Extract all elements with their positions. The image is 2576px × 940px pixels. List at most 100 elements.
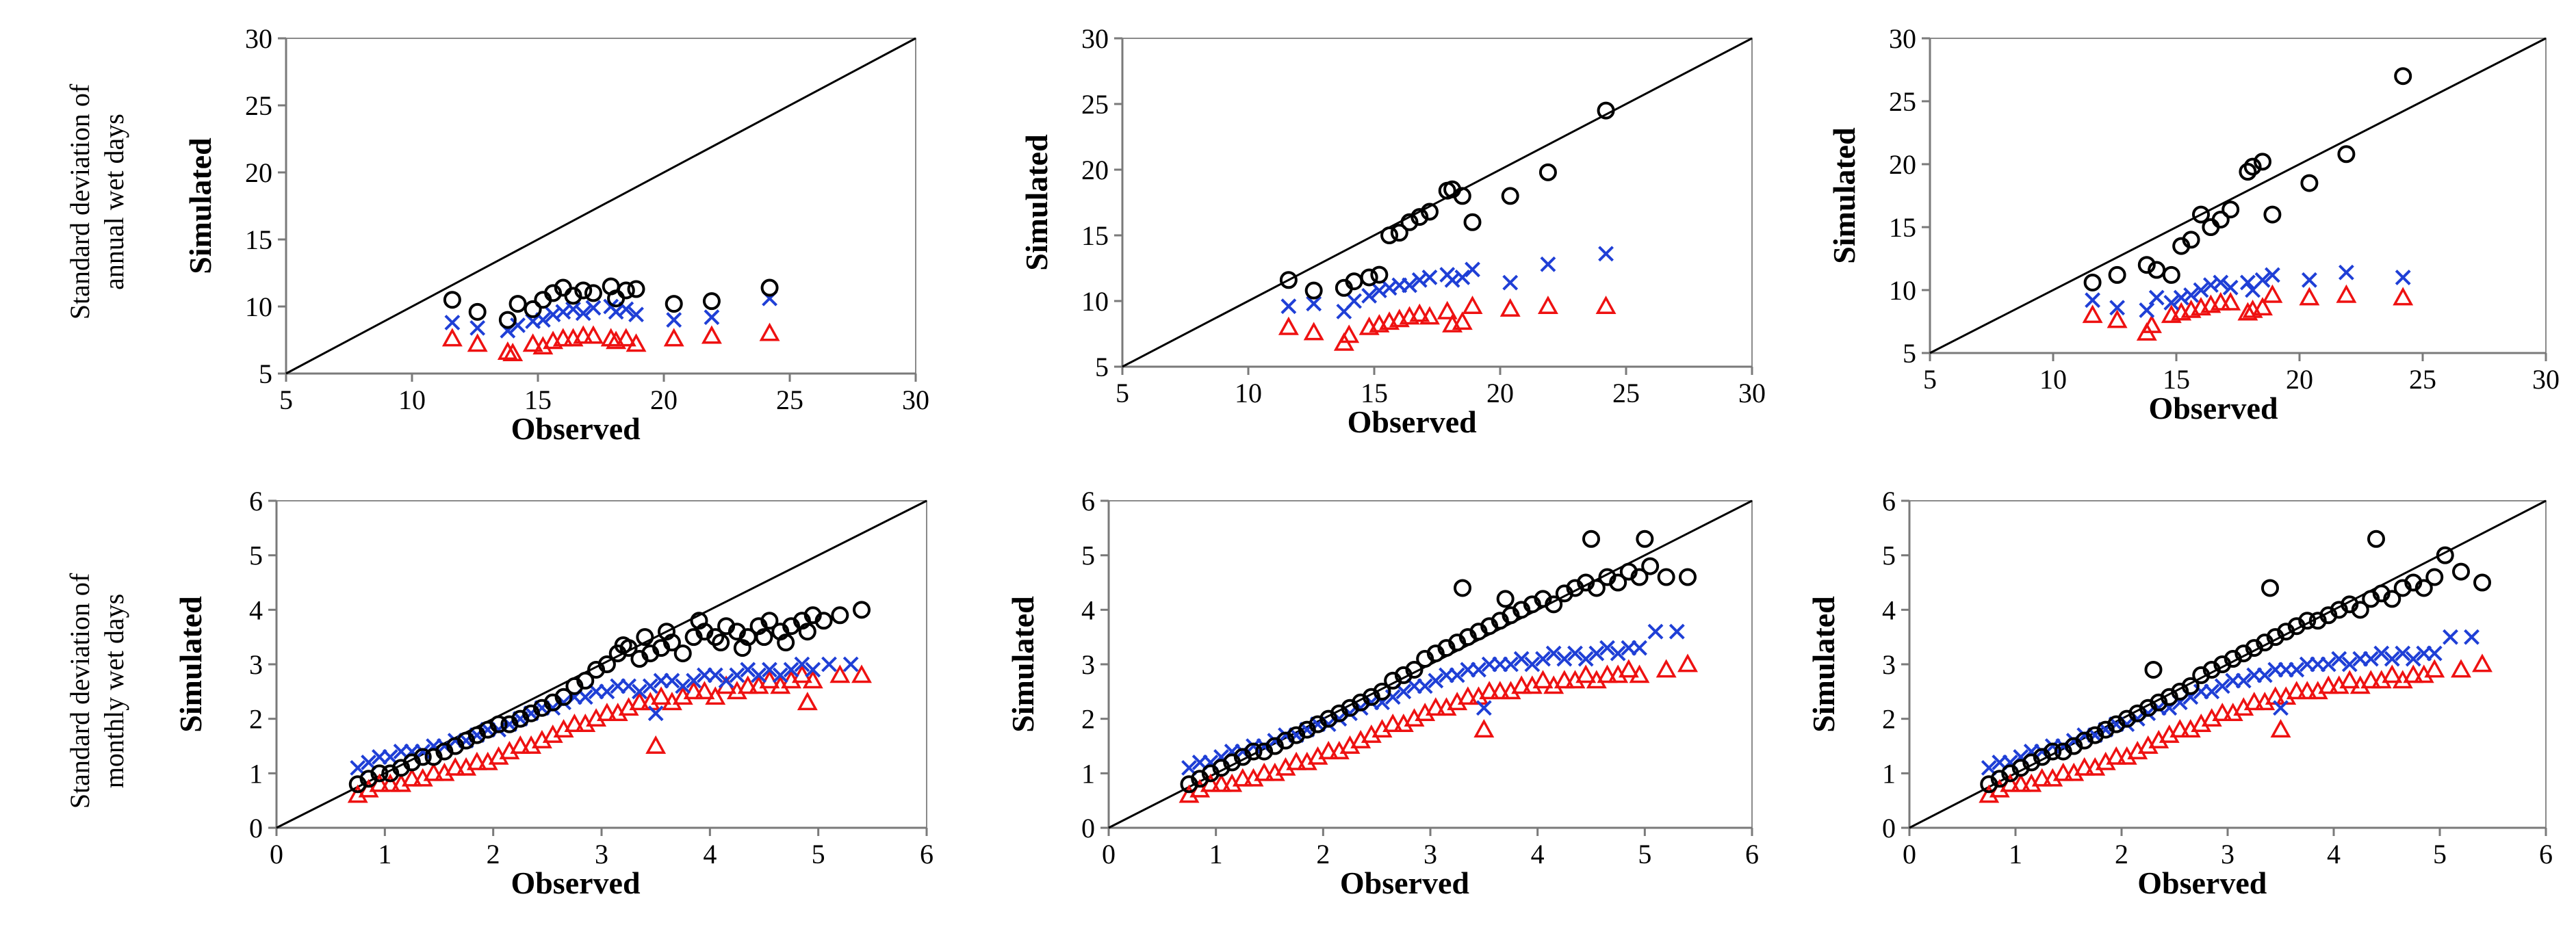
triangle-point [2339,670,2360,689]
cross-point [382,749,398,765]
cross-point [2331,651,2347,667]
cross-point [1503,656,1519,673]
x-tick-label: 10 [2039,364,2067,395]
circle-point [760,612,779,630]
triangle-point [1254,762,1275,781]
x-axis-title: Observed [1348,404,1478,439]
cross-point [842,656,859,673]
cross-point [632,683,647,700]
cross-point [2085,292,2101,309]
triangle-point [596,703,617,722]
triangle-point [2472,653,2493,673]
series-triangle [1278,296,1617,351]
circle-point [1501,187,1519,205]
circle-point [2367,530,2385,548]
y-tick-label: 25 [1889,86,1916,117]
triangle-point [2424,659,2445,678]
circle-point [1587,579,1606,597]
cross-point [2163,294,2180,311]
x-tick-label: 25 [2409,364,2436,395]
cross-point [1402,277,1417,293]
circle-point [733,639,751,657]
cross-point [1556,651,1573,667]
circle-point [690,612,708,630]
y-tick-label: 25 [245,90,272,121]
cross-point [1577,651,1594,667]
triangle-point [1554,670,1575,689]
panels-container: 5 10 15 20 25 3051015202530ObservedSimulated5… [173,23,2560,900]
circle-point [2337,145,2356,164]
x-tick-label: 5 [1638,839,1651,870]
x-tick-label: 3 [1424,839,1437,870]
x-tick-label: 20 [1486,378,1514,408]
cross-point [794,656,810,673]
x-tick-label: 1 [1209,839,1223,870]
circle-point [2254,153,2271,171]
circle-point [1641,557,1660,575]
triangle-point [2382,664,2403,683]
cross-point [1567,645,1583,662]
cross-point [2239,274,2256,291]
cross-point [361,754,376,770]
cross-point [2109,300,2126,316]
triangle-point [1409,303,1430,322]
y-tick-label: 5 [1081,540,1095,571]
triangle-point [1303,322,1324,341]
series-circle [348,601,871,794]
cross-point [1535,651,1551,667]
circle-point [2243,157,2262,176]
y-tick-label: 10 [1081,286,1109,317]
triangle-point [1656,659,1677,678]
y-tick-label: 4 [1081,595,1095,625]
series-triangle [441,322,780,361]
x-tick-label: 15 [1361,378,1388,408]
circle-point [1360,268,1378,287]
triangle-point [2243,692,2265,711]
circle-point [1582,530,1600,548]
circle-point [665,295,683,313]
y-tick-label: 30 [1081,23,1109,54]
one-to-one-line [285,37,916,375]
triangle-point [1677,653,1698,673]
cross-point [2395,270,2411,286]
series-triangle [1178,653,1698,803]
triangle-point [1597,664,1618,683]
cross-point [1598,246,1614,262]
cross-point [628,306,644,323]
circle-point [1400,213,1419,231]
triangle-point [1489,681,1510,700]
x-tick-label: 5 [2433,839,2447,870]
circle-point [2394,67,2412,86]
x-tick-label: 4 [703,839,717,870]
cross-point [2183,287,2200,303]
triangle-point [2220,291,2241,311]
cross-point [2301,272,2317,288]
series-triangle [2082,284,2414,341]
circle-point [1373,682,1391,701]
cross-point [2395,645,2411,662]
series-cross [444,290,777,339]
y-tick-label: 1 [1882,758,1896,789]
row-label-monthly-line1: Standard deviation of [64,573,95,809]
cross-point [664,673,680,689]
triangle-point [552,328,574,347]
cross-point [2341,656,2358,673]
triangle-point [2052,762,2074,781]
circle-point [574,281,593,300]
circle-point [2182,231,2200,249]
circle-point [1411,208,1429,226]
triangle-point [522,333,543,352]
y-tick-label: 15 [1081,220,1109,251]
triangle-point [651,686,672,705]
circle-point [627,280,645,298]
circle-point [489,715,508,733]
x-tick-label: 30 [2532,364,2560,395]
y-tick-label: 3 [249,649,263,680]
series-cross [2085,264,2411,318]
cross-point [2213,274,2229,291]
cross-point [1471,662,1486,678]
cross-point [2320,656,2336,673]
circle-point [2239,163,2257,181]
circle-point [597,655,616,673]
circle-point [2144,660,2163,679]
